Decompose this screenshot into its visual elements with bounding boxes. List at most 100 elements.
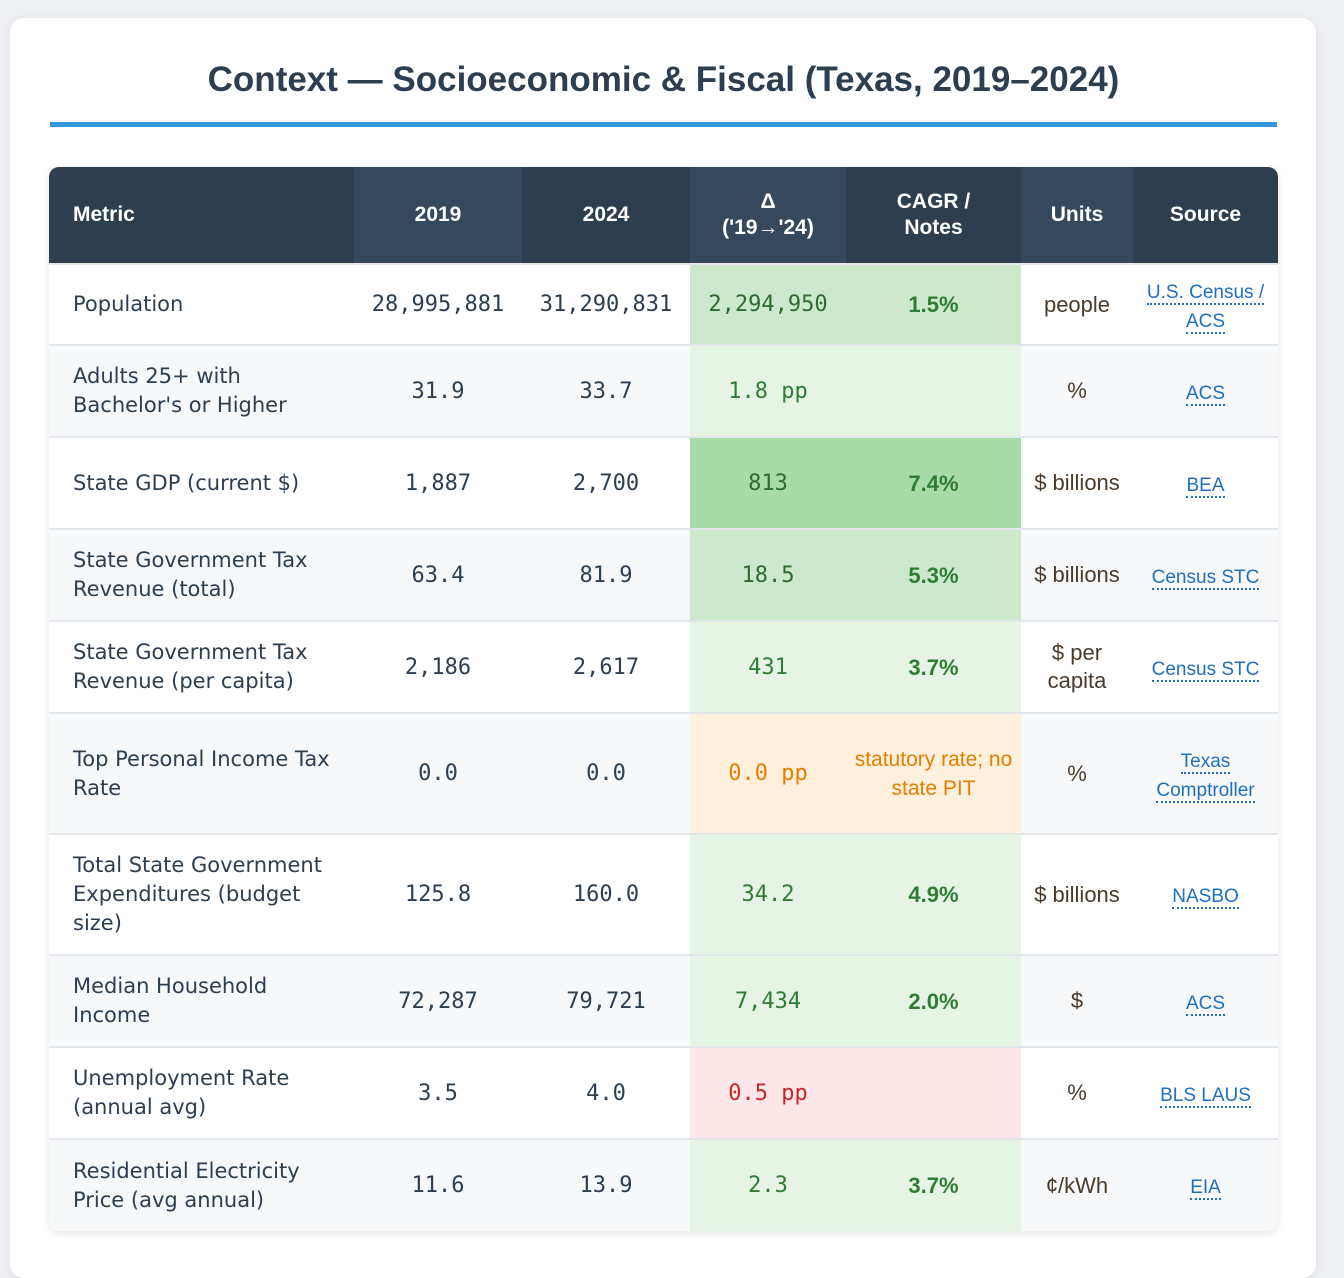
- value-2019-cell: 3.5: [354, 1046, 522, 1139]
- source-link[interactable]: Texas Comptroller: [1156, 750, 1255, 803]
- report-card: Context — Socioeconomic & Fiscal (Texas,…: [10, 18, 1316, 1278]
- table-body: Population 28,995,881 31,290,831 2,294,9…: [49, 263, 1278, 1231]
- cagr-cell: 2.0%: [846, 954, 1021, 1047]
- value-2019-cell: 1,887: [354, 436, 522, 529]
- cagr-header-line1: CAGR /: [896, 190, 971, 213]
- source-cell: ACS: [1133, 344, 1278, 437]
- units-cell: $: [1021, 954, 1133, 1047]
- column-header-units[interactable]: Units: [1021, 167, 1133, 264]
- column-header-cagr[interactable]: CAGR / Notes: [846, 167, 1021, 264]
- source-link[interactable]: NASBO: [1172, 886, 1239, 909]
- metric-cell: State Government Tax Revenue (per capita…: [49, 620, 354, 713]
- table-row: Population 28,995,881 31,290,831 2,294,9…: [49, 263, 1278, 345]
- value-2024-cell: 31,290,831: [522, 263, 690, 345]
- source-link[interactable]: BLS LAUS: [1160, 1084, 1251, 1108]
- cagr-cell: [846, 1046, 1021, 1139]
- source-link[interactable]: Census STC: [1151, 658, 1260, 682]
- source-cell: Texas Comptroller: [1133, 712, 1278, 834]
- column-header-delta[interactable]: Δ ('19→'24): [690, 167, 846, 264]
- units-cell: %: [1021, 1046, 1133, 1139]
- column-header-2024[interactable]: 2024: [522, 167, 690, 264]
- delta-header-line1: Δ: [760, 190, 776, 213]
- units-cell: %: [1021, 344, 1133, 437]
- cagr-header-line2: Notes: [904, 216, 963, 239]
- source-link[interactable]: Census STC: [1151, 566, 1260, 590]
- source-link[interactable]: ACS: [1185, 992, 1226, 1016]
- table-row: Total State Government Expenditures (bud…: [49, 833, 1278, 955]
- table-row: Adults 25+ with Bachelor's or Higher 31.…: [49, 344, 1278, 437]
- value-2019-cell: 11.6: [354, 1138, 522, 1231]
- value-2019-cell: 2,186: [354, 620, 522, 713]
- cagr-cell: 3.7%: [846, 1138, 1021, 1231]
- value-2019-cell: 0.0: [354, 712, 522, 834]
- value-2019-cell: 72,287: [354, 954, 522, 1047]
- units-cell: $ billions: [1021, 833, 1133, 955]
- value-2019-cell: 31.9: [354, 344, 522, 437]
- table-row: Top Personal Income Tax Rate 0.0 0.0 0.0…: [49, 712, 1278, 834]
- table-row: Unemployment Rate (annual avg) 3.5 4.0 0…: [49, 1046, 1278, 1139]
- table-row: State Government Tax Revenue (total) 63.…: [49, 528, 1278, 621]
- units-cell: $ billions: [1021, 528, 1133, 621]
- metric-cell: Residential Electricity Price (avg annua…: [49, 1138, 354, 1231]
- metric-cell: Top Personal Income Tax Rate: [49, 712, 354, 834]
- value-2019-cell: 125.8: [354, 833, 522, 955]
- source-cell: ACS: [1133, 954, 1278, 1047]
- source-cell: BEA: [1133, 436, 1278, 529]
- metric-cell: State GDP (current $): [49, 436, 354, 529]
- source-cell: Census STC: [1133, 528, 1278, 621]
- metrics-table-container: Metric 2019 2024 Δ ('19→'24) CAGR / Note…: [49, 167, 1278, 1231]
- value-2024-cell: 13.9: [522, 1138, 690, 1231]
- metric-cell: Unemployment Rate (annual avg): [49, 1046, 354, 1139]
- value-2019-cell: 63.4: [354, 528, 522, 621]
- delta-cell: 431: [690, 620, 846, 713]
- delta-cell: 7,434: [690, 954, 846, 1047]
- delta-cell: 0.5 pp: [690, 1046, 846, 1139]
- source-link[interactable]: EIA: [1190, 1177, 1221, 1200]
- metric-cell: Total State Government Expenditures (bud…: [49, 833, 354, 955]
- table-row: State Government Tax Revenue (per capita…: [49, 620, 1278, 713]
- source-link[interactable]: BEA: [1186, 474, 1225, 498]
- page-title: Context — Socioeconomic & Fiscal (Texas,…: [207, 60, 1120, 99]
- source-cell: Census STC: [1133, 620, 1278, 713]
- value-2024-cell: 2,617: [522, 620, 690, 713]
- metrics-table: Metric 2019 2024 Δ ('19→'24) CAGR / Note…: [49, 167, 1278, 1231]
- cagr-cell: 1.5%: [846, 263, 1021, 345]
- value-2024-cell: 79,721: [522, 954, 690, 1047]
- column-header-metric[interactable]: Metric: [49, 167, 354, 264]
- units-cell: ¢/kWh: [1021, 1138, 1133, 1231]
- cagr-cell: 3.7%: [846, 620, 1021, 713]
- delta-cell: 1.8 pp: [690, 344, 846, 437]
- value-2024-cell: 33.7: [522, 344, 690, 437]
- title-divider: [50, 122, 1277, 127]
- metric-cell: Median Household Income: [49, 954, 354, 1047]
- table-row: Residential Electricity Price (avg annua…: [49, 1138, 1278, 1231]
- header-row: Metric 2019 2024 Δ ('19→'24) CAGR / Note…: [49, 167, 1278, 264]
- value-2024-cell: 2,700: [522, 436, 690, 529]
- value-2024-cell: 0.0: [522, 712, 690, 834]
- cagr-cell: 5.3%: [846, 528, 1021, 621]
- table-row: Median Household Income 72,287 79,721 7,…: [49, 954, 1278, 1047]
- metric-cell: State Government Tax Revenue (total): [49, 528, 354, 621]
- column-header-source[interactable]: Source: [1133, 167, 1278, 264]
- value-2024-cell: 81.9: [522, 528, 690, 621]
- table-row: State GDP (current $) 1,887 2,700 813 7.…: [49, 436, 1278, 529]
- delta-cell: 813: [690, 436, 846, 529]
- source-cell: NASBO: [1133, 833, 1278, 955]
- value-2024-cell: 160.0: [522, 833, 690, 955]
- cagr-cell: 7.4%: [846, 436, 1021, 529]
- delta-cell: 0.0 pp: [690, 712, 846, 834]
- delta-cell: 2,294,950: [690, 263, 846, 345]
- value-2024-cell: 4.0: [522, 1046, 690, 1139]
- source-cell: BLS LAUS: [1133, 1046, 1278, 1139]
- metric-cell: Population: [49, 263, 354, 345]
- units-cell: %: [1021, 712, 1133, 834]
- value-2019-cell: 28,995,881: [354, 263, 522, 345]
- cagr-note-cell: statutory rate; no state PIT: [846, 712, 1021, 834]
- cagr-cell: [846, 344, 1021, 437]
- table-header: Metric 2019 2024 Δ ('19→'24) CAGR / Note…: [49, 167, 1278, 264]
- source-link[interactable]: ACS: [1185, 382, 1226, 406]
- column-header-2019[interactable]: 2019: [354, 167, 522, 264]
- units-cell: $ billions: [1021, 436, 1133, 529]
- source-cell: U.S. Census / ACS: [1133, 263, 1278, 345]
- source-link[interactable]: U.S. Census / ACS: [1146, 281, 1265, 334]
